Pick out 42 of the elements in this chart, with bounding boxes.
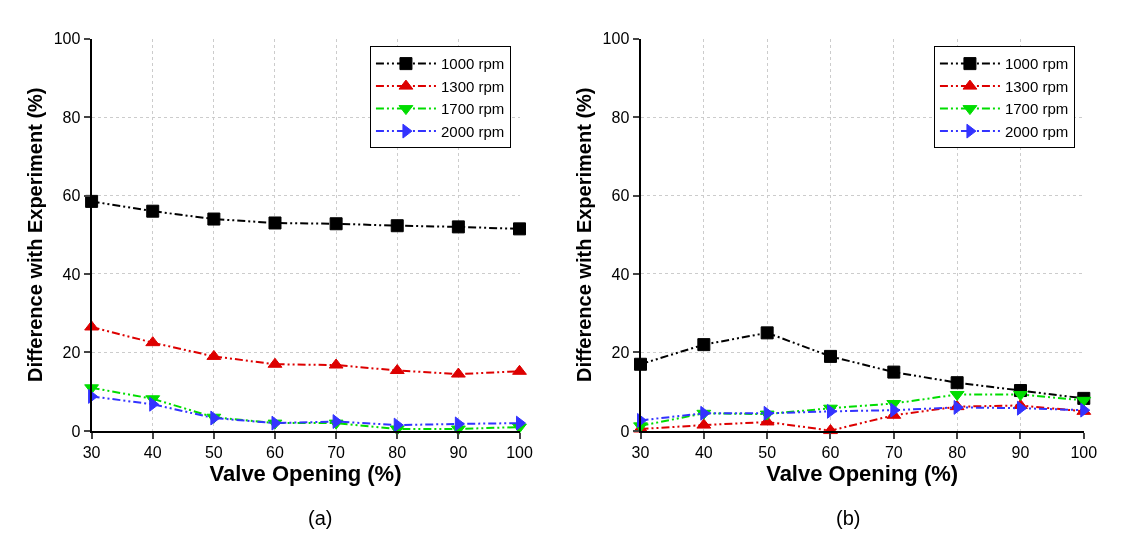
x-tick-label: 80 [948, 444, 967, 462]
legend-label: 1000 rpm [440, 55, 505, 73]
x-tick-label: 60 [821, 444, 840, 462]
y-tick-label: 40 [611, 265, 630, 283]
x-axis-title: Valve Opening (%) [209, 461, 402, 487]
y-axis-title: Difference with Experiment (%) [572, 87, 595, 382]
legend-label: 1300 rpm [1004, 77, 1069, 95]
y-tick-label: 80 [62, 108, 81, 126]
x-tick-label: 90 [449, 444, 468, 462]
y-axis-title: Difference with Experiment (%) [23, 87, 46, 382]
x-tick-label: 80 [388, 444, 407, 462]
y-tick-label: 0 [71, 422, 81, 440]
y-tick-label: 60 [62, 187, 81, 205]
x-tick-label: 60 [266, 444, 284, 462]
x-tick-label: 30 [631, 444, 650, 462]
x-tick-label: 50 [758, 444, 777, 462]
legend-label: 2000 rpm [1004, 122, 1069, 140]
y-tick-label: 80 [611, 108, 630, 126]
x-tick-label: 70 [884, 444, 903, 462]
x-tick-label: 30 [82, 444, 101, 462]
y-tick-label: 100 [602, 30, 630, 48]
x-tick-label: 90 [1011, 444, 1030, 462]
legend-label: 1700 rpm [1004, 100, 1069, 118]
y-tick-label: 40 [62, 265, 81, 283]
x-axis-title: Valve Opening (%) [766, 461, 959, 487]
legend-label: 1700 rpm [440, 100, 505, 118]
y-tick-label: 0 [620, 422, 630, 440]
text: (b) [836, 507, 861, 529]
x-tick-label: 40 [143, 444, 162, 462]
x-tick-label: 100 [1070, 444, 1098, 462]
y-tick-label: 60 [611, 187, 630, 205]
y-tick-label: 20 [611, 344, 630, 362]
legend-label: 1000 rpm [1004, 55, 1069, 73]
x-tick-label: 100 [506, 444, 533, 462]
x-tick-label: 40 [694, 444, 713, 462]
y-tick-label: 20 [62, 344, 81, 362]
y-tick-label: 100 [53, 30, 81, 48]
text: (a) [308, 507, 333, 529]
legend-label: 2000 rpm [440, 122, 505, 140]
legend-label: 1300 rpm [440, 77, 505, 95]
x-tick-label: 70 [327, 444, 346, 462]
x-tick-label: 50 [204, 444, 223, 462]
